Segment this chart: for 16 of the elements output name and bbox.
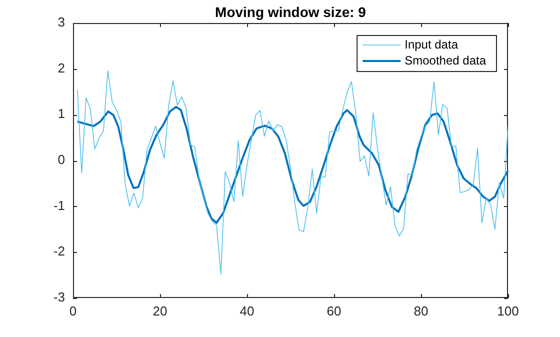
x-tick-label: 40 xyxy=(240,303,254,318)
x-tick-label: 60 xyxy=(326,303,342,318)
y-tick-label: -3 xyxy=(53,290,65,305)
legend-label: Input data xyxy=(404,37,458,52)
y-tick-label: 2 xyxy=(58,60,65,76)
x-tick-label: 0 xyxy=(69,303,77,318)
y-tick-label: 1 xyxy=(58,106,65,122)
x-tick-label: 80 xyxy=(414,303,428,318)
y-tick-label: -2 xyxy=(53,244,65,259)
y-tick-label: 3 xyxy=(58,14,65,30)
x-tick-label: 100 xyxy=(497,303,519,318)
y-tick-label: -1 xyxy=(53,198,65,213)
chart-title: Moving window size: 9 xyxy=(215,4,366,20)
legend-label: Smoothed data xyxy=(404,53,486,68)
y-tick-label: 0 xyxy=(58,152,65,168)
x-tick-label: 20 xyxy=(152,303,168,318)
